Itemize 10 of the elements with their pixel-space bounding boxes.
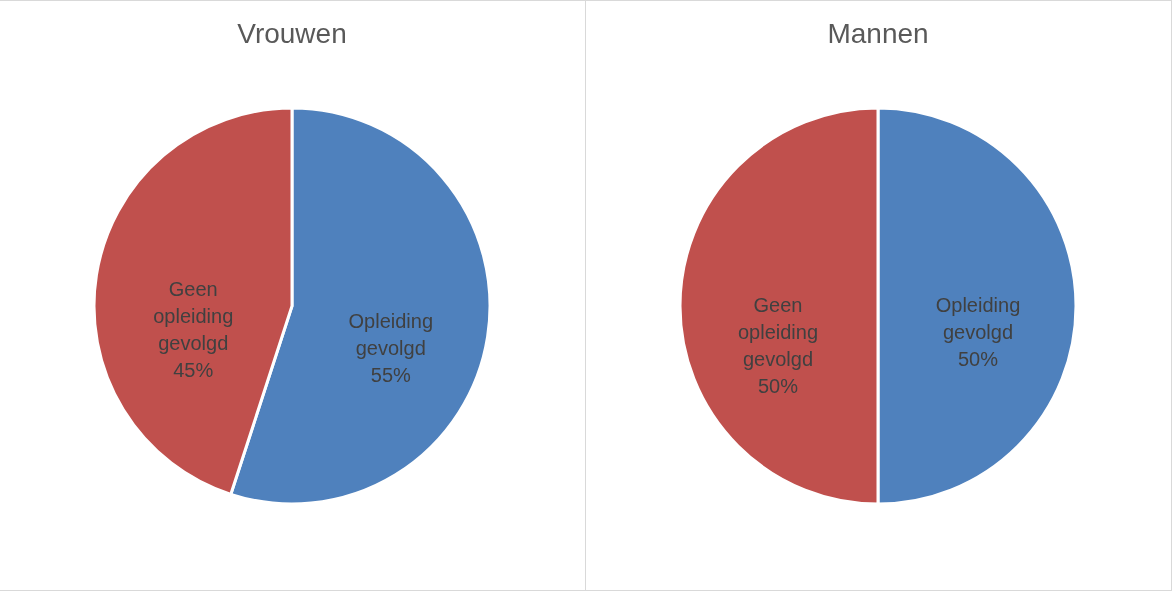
data-label: 50% bbox=[757, 375, 799, 397]
slice-label: Geen opleiding gevolgd bbox=[153, 278, 234, 355]
chart-title: Mannen bbox=[827, 18, 929, 49]
data-label: 55% bbox=[370, 363, 411, 386]
data-label: 50% bbox=[957, 348, 999, 370]
slice-label: Opleiding gevolgd bbox=[348, 309, 434, 359]
data-label: 45% bbox=[173, 359, 214, 382]
chart-title: Vrouwen bbox=[237, 18, 347, 49]
slice-label: Opleiding gevolgd bbox=[935, 294, 1021, 343]
slice-label: Geen opleiding gevolgd bbox=[737, 294, 819, 370]
